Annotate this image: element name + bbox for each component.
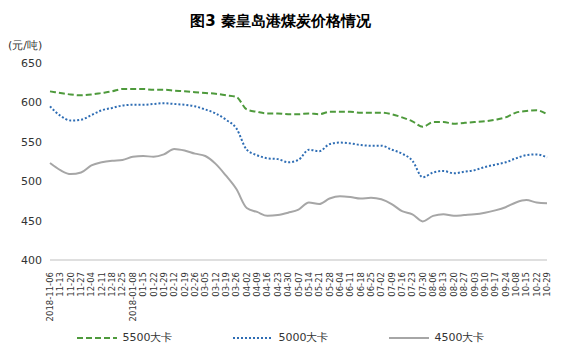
svg-text:07-09: 07-09 [387, 272, 397, 297]
svg-text:10-08: 10-08 [511, 272, 521, 297]
svg-text:03-12: 03-12 [211, 272, 221, 297]
svg-text:04-09: 04-09 [252, 272, 262, 297]
svg-text:10-15: 10-15 [521, 272, 531, 297]
svg-text:07-16: 07-16 [397, 272, 407, 297]
html-text:4500大卡: 4500大卡 [434, 331, 485, 344]
svg-text:06-25: 06-25 [366, 272, 376, 297]
svg-text:12-25: 12-25 [117, 272, 127, 297]
svg-text:08-27: 08-27 [459, 272, 469, 297]
svg-text:02-19: 02-19 [180, 272, 190, 297]
svg-text:03-19: 03-19 [221, 272, 231, 297]
svg-text:10-29: 10-29 [542, 272, 552, 297]
svg-text:10-22: 10-22 [532, 272, 542, 297]
svg-text:03-26: 03-26 [231, 272, 241, 297]
svg-text:04-02: 04-02 [242, 272, 252, 297]
svg-text:01-15: 01-15 [138, 272, 148, 297]
svg-text:03-05: 03-05 [200, 272, 210, 297]
svg-text:01-22: 01-22 [149, 272, 159, 297]
svg-text:550: 550 [21, 136, 42, 149]
svg-text:09-03: 09-03 [470, 272, 480, 297]
svg-text:04-16: 04-16 [262, 272, 272, 297]
svg-text:07-30: 07-30 [418, 272, 428, 297]
svg-text:11-20: 11-20 [66, 272, 76, 297]
svg-text:09-24: 09-24 [501, 272, 511, 297]
svg-text:06-18: 06-18 [356, 272, 366, 297]
svg-text:05-07: 05-07 [294, 272, 304, 297]
svg-text:2018-01-08: 2018-01-08 [128, 272, 138, 321]
svg-text:11-13: 11-13 [55, 272, 65, 297]
svg-text:04-30: 04-30 [283, 272, 293, 297]
svg-text:02-12: 02-12 [169, 272, 179, 297]
svg-text:12-11: 12-11 [97, 272, 107, 297]
html-text:(元/吨): (元/吨) [8, 39, 43, 52]
svg-text:06-11: 06-11 [345, 272, 355, 297]
svg-text:04-23: 04-23 [273, 272, 283, 297]
svg-text:450: 450 [21, 215, 42, 228]
svg-text:08-06: 08-06 [428, 272, 438, 297]
svg-text:05-21: 05-21 [314, 272, 324, 297]
html-text:5500大卡: 5500大卡 [122, 331, 173, 344]
svg-text:09-17: 09-17 [490, 272, 500, 297]
svg-text:650: 650 [21, 57, 42, 70]
svg-text:01-29: 01-29 [159, 272, 169, 297]
svg-text:2018-11-06: 2018-11-06 [45, 272, 55, 321]
svg-text:07-23: 07-23 [407, 272, 417, 297]
svg-text:12-18: 12-18 [107, 272, 117, 297]
html-text:图3 秦皇岛港煤炭价格情况: 图3 秦皇岛港煤炭价格情况 [190, 12, 371, 30]
svg-text:08-20: 08-20 [449, 272, 459, 297]
svg-text:02-26: 02-26 [190, 272, 200, 297]
svg-text:12-04: 12-04 [86, 272, 96, 297]
html-text:5000大卡: 5000大卡 [278, 331, 329, 344]
svg-text:05-28: 05-28 [325, 272, 335, 297]
svg-text:500: 500 [21, 175, 42, 188]
svg-text:05-14: 05-14 [304, 272, 314, 297]
svg-text:400: 400 [21, 254, 42, 267]
svg-text:600: 600 [21, 96, 42, 109]
svg-text:08-13: 08-13 [438, 272, 448, 297]
svg-text:06-04: 06-04 [335, 272, 345, 297]
svg-text:07-02: 07-02 [376, 272, 386, 297]
svg-text:09-10: 09-10 [480, 272, 490, 297]
svg-text:11-27: 11-27 [76, 272, 86, 297]
